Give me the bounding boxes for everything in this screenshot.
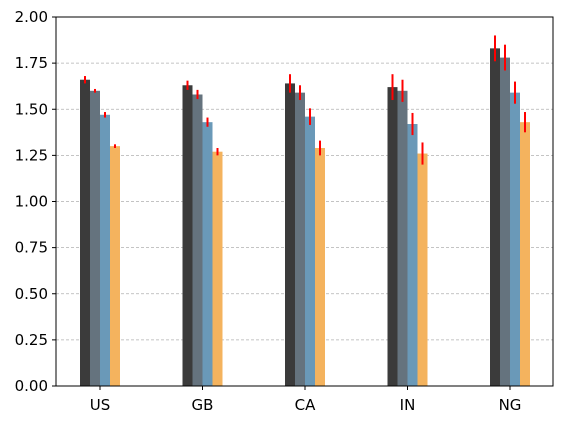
- bar-us-2: [90, 90, 100, 387]
- bar-in-3: [407, 124, 418, 386]
- bar-us-3: [100, 114, 110, 386]
- bar-in-4: [417, 153, 428, 386]
- bar-us-4: [110, 146, 120, 386]
- bar-ca-2: [295, 92, 305, 387]
- bar-in-1: [387, 87, 398, 387]
- bar-gb-4: [212, 151, 223, 386]
- x-tick-label-us: US: [90, 396, 111, 414]
- y-tick-label: 0.25: [15, 331, 48, 349]
- x-tick-label-gb: GB: [192, 396, 214, 414]
- y-tick-label: 1.25: [15, 146, 48, 164]
- y-tick-label: 0.50: [15, 285, 48, 303]
- bar-ng-1: [490, 48, 500, 387]
- x-tick-label-ng: NG: [499, 396, 522, 414]
- bars: [80, 48, 530, 387]
- bar-gb-1: [182, 85, 193, 386]
- grid-lines: [56, 62, 553, 341]
- bar-gb-2: [192, 94, 203, 387]
- error-bars: [84, 35, 526, 165]
- bar-ng-4: [520, 122, 530, 386]
- y-tick-label: 1.75: [15, 54, 48, 72]
- bar-ca-4: [315, 147, 325, 386]
- bar-us-1: [80, 79, 90, 386]
- bar-ca-1: [285, 83, 295, 387]
- bar-ng-3: [510, 92, 520, 387]
- y-tick-label: 0.75: [15, 239, 48, 257]
- x-tick-label-ca: CA: [295, 396, 316, 414]
- bar-gb-3: [202, 122, 213, 386]
- x-axis: US GB CA IN NG: [90, 386, 522, 414]
- bar-ca-3: [305, 116, 315, 386]
- y-tick-label: 1.00: [15, 193, 48, 211]
- y-tick-label: 1.50: [15, 100, 48, 118]
- bar-in-2: [397, 90, 408, 387]
- x-tick-label-in: IN: [400, 396, 416, 414]
- bar-ng-2: [500, 57, 510, 387]
- y-tick-label: 2.00: [15, 8, 48, 26]
- y-tick-label: 0.00: [15, 377, 48, 395]
- y-axis: 0.00 0.25 0.50 0.75 1.00 1.25 1.50 1.75 2.00: [15, 8, 56, 395]
